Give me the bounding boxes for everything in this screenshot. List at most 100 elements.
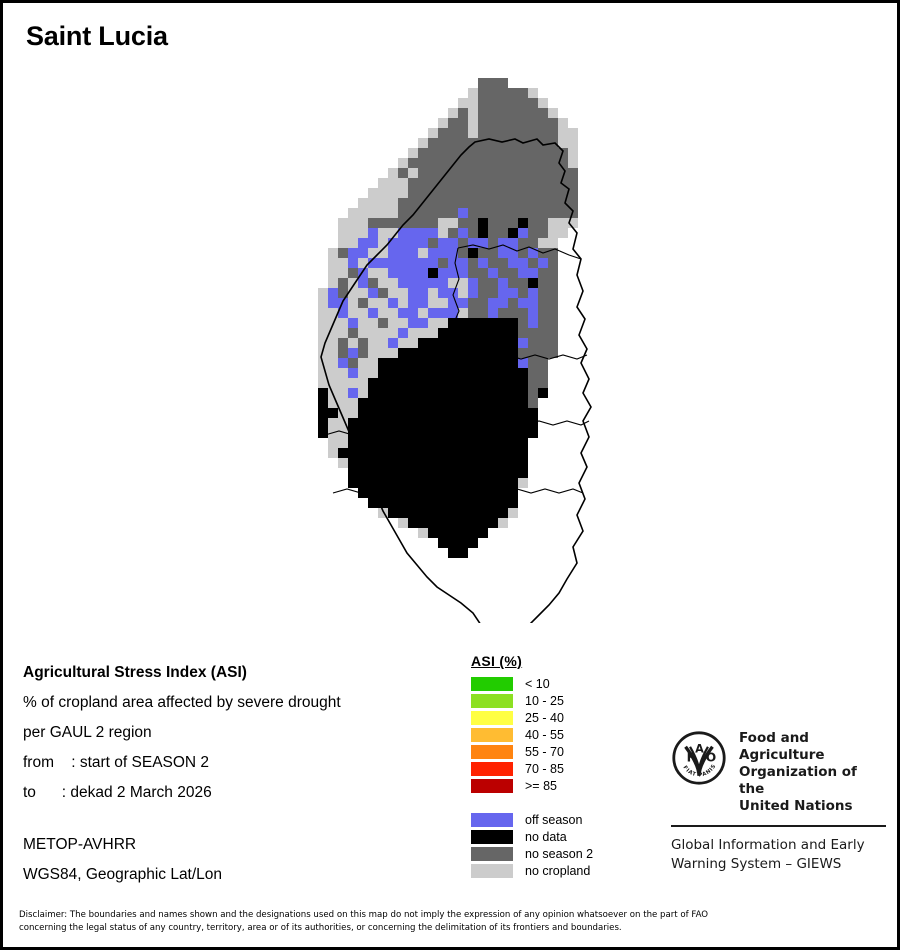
asi-raster-cell bbox=[438, 288, 458, 298]
legend-title: ASI (%) bbox=[471, 653, 523, 669]
asi-raster-cell bbox=[448, 258, 468, 268]
page-title: Saint Lucia bbox=[26, 21, 168, 51]
asi-raster-cell bbox=[338, 358, 348, 368]
asi-raster-cell bbox=[388, 288, 408, 298]
asi-raster-cell bbox=[358, 408, 538, 418]
asi-raster-cell bbox=[388, 508, 508, 518]
asi-raster-cell bbox=[538, 248, 558, 258]
asi-raster-cell bbox=[388, 238, 428, 248]
asi-raster-cell bbox=[318, 288, 328, 298]
asi-raster-cell bbox=[408, 318, 428, 328]
asi-raster-cell bbox=[328, 438, 338, 448]
asi-raster-cell bbox=[318, 418, 328, 428]
admin-boundary-line bbox=[502, 488, 584, 494]
asi-raster-cell bbox=[398, 298, 408, 308]
fao-org-name: Food and Agriculture Organization of the… bbox=[739, 730, 886, 815]
asi-raster-cell bbox=[478, 218, 488, 228]
asi-raster-cell bbox=[438, 328, 518, 338]
asi-raster-cell bbox=[478, 128, 558, 138]
legend-special-classes: off season no data no season 2 no cropland bbox=[471, 811, 651, 879]
asi-raster-cell bbox=[408, 178, 578, 188]
asi-raster-cell bbox=[468, 118, 478, 128]
asi-raster-cell bbox=[428, 298, 448, 308]
asi-raster-cell bbox=[368, 388, 528, 398]
desc-projection: WGS84, Geographic Lat/Lon bbox=[23, 866, 223, 883]
asi-raster-cell bbox=[468, 108, 478, 118]
legend-class-label: 70 - 85 bbox=[525, 761, 564, 776]
asi-raster-cell bbox=[528, 308, 538, 318]
admin-boundary-line bbox=[406, 348, 452, 356]
asi-raster-cell bbox=[428, 128, 438, 138]
admin-boundary-line bbox=[398, 416, 512, 422]
asi-raster-cell bbox=[518, 288, 528, 298]
asi-raster-cell bbox=[368, 208, 398, 218]
asi-raster-cell bbox=[408, 518, 498, 528]
asi-raster-cell bbox=[408, 168, 418, 178]
asi-raster-cell bbox=[548, 108, 558, 118]
asi-raster-cell bbox=[398, 518, 408, 528]
asi-raster-cell bbox=[468, 268, 488, 278]
asi-raster-cell bbox=[498, 288, 518, 298]
legend-class-row: 25 - 40 bbox=[471, 709, 651, 726]
disclaimer-line-2: concerning the legal status of any count… bbox=[19, 922, 622, 933]
legend-class-row: < 10 bbox=[471, 675, 651, 692]
asi-raster-cell bbox=[528, 368, 548, 378]
asi-raster-cell bbox=[318, 398, 328, 408]
asi-raster-cell bbox=[518, 238, 538, 248]
legend-class-row: 70 - 85 bbox=[471, 760, 651, 777]
asi-raster-cell bbox=[398, 158, 408, 168]
asi-raster-cell bbox=[338, 348, 348, 358]
asi-raster-cell bbox=[438, 258, 448, 268]
fao-logo-row: F A O FIAT PANIS Food and Agriculture Or… bbox=[671, 730, 886, 815]
asi-raster-cell bbox=[348, 298, 358, 308]
legend-spacer bbox=[471, 794, 651, 811]
asi-raster-cell bbox=[318, 328, 348, 338]
asi-raster-cell bbox=[518, 478, 528, 488]
legend-class-label: 10 - 25 bbox=[525, 693, 564, 708]
legend-asi-classes: < 10 10 - 25 25 - 40 40 - 55 55 - 70 70 - 85 >… bbox=[471, 675, 651, 794]
asi-raster-cell bbox=[328, 428, 348, 438]
asi-raster-cell bbox=[468, 88, 478, 98]
legend-special-swatch bbox=[471, 863, 513, 878]
asi-raster-cell bbox=[418, 328, 438, 338]
asi-raster-cell bbox=[548, 218, 578, 228]
asi-raster-cell bbox=[518, 228, 528, 238]
asi-raster-cell bbox=[348, 318, 358, 328]
asi-raster-cell bbox=[378, 278, 398, 288]
asi-raster-cell bbox=[338, 368, 348, 378]
asi-raster-cell bbox=[428, 318, 448, 328]
asi-raster-cell bbox=[568, 158, 578, 168]
asi-raster-cell bbox=[398, 308, 418, 318]
asi-raster-cell bbox=[338, 458, 348, 468]
asi-raster-cell bbox=[328, 278, 338, 288]
asi-raster-cell bbox=[548, 258, 558, 268]
asi-raster-cell bbox=[438, 118, 448, 128]
asi-raster-cell bbox=[368, 348, 378, 358]
asi-raster-cell bbox=[468, 128, 478, 138]
asi-raster-cell bbox=[518, 338, 528, 348]
asi-raster-cell bbox=[418, 338, 518, 348]
legend-special-row: off season bbox=[471, 811, 651, 828]
desc-line-1: % of cropland area affected by severe dr… bbox=[23, 694, 341, 711]
fao-logo-icon: F A O FIAT PANIS bbox=[672, 731, 726, 785]
admin-boundary-line bbox=[398, 352, 408, 422]
asi-raster-cell bbox=[368, 278, 378, 288]
asi-raster-cell bbox=[408, 268, 428, 278]
asi-raster-cell bbox=[488, 298, 508, 308]
asi-raster-cell bbox=[348, 348, 358, 358]
asi-raster-cell bbox=[478, 148, 568, 158]
asi-raster-cell bbox=[348, 388, 358, 398]
legend-class-swatch bbox=[471, 693, 513, 708]
desc-period-to: to : dekad 2 March 2026 bbox=[23, 784, 212, 801]
asi-raster-cell bbox=[528, 378, 548, 388]
asi-raster-cell bbox=[518, 298, 538, 308]
asi-raster-cell bbox=[518, 358, 528, 368]
asi-raster-cell bbox=[348, 368, 358, 378]
asi-raster-cell bbox=[468, 308, 488, 318]
asi-raster-cell bbox=[488, 258, 508, 268]
asi-raster-cell bbox=[348, 308, 368, 318]
asi-raster-cell bbox=[468, 238, 488, 248]
asi-raster-cell bbox=[478, 168, 578, 178]
asi-raster-cell bbox=[458, 268, 468, 278]
asi-raster-cell bbox=[428, 238, 438, 248]
